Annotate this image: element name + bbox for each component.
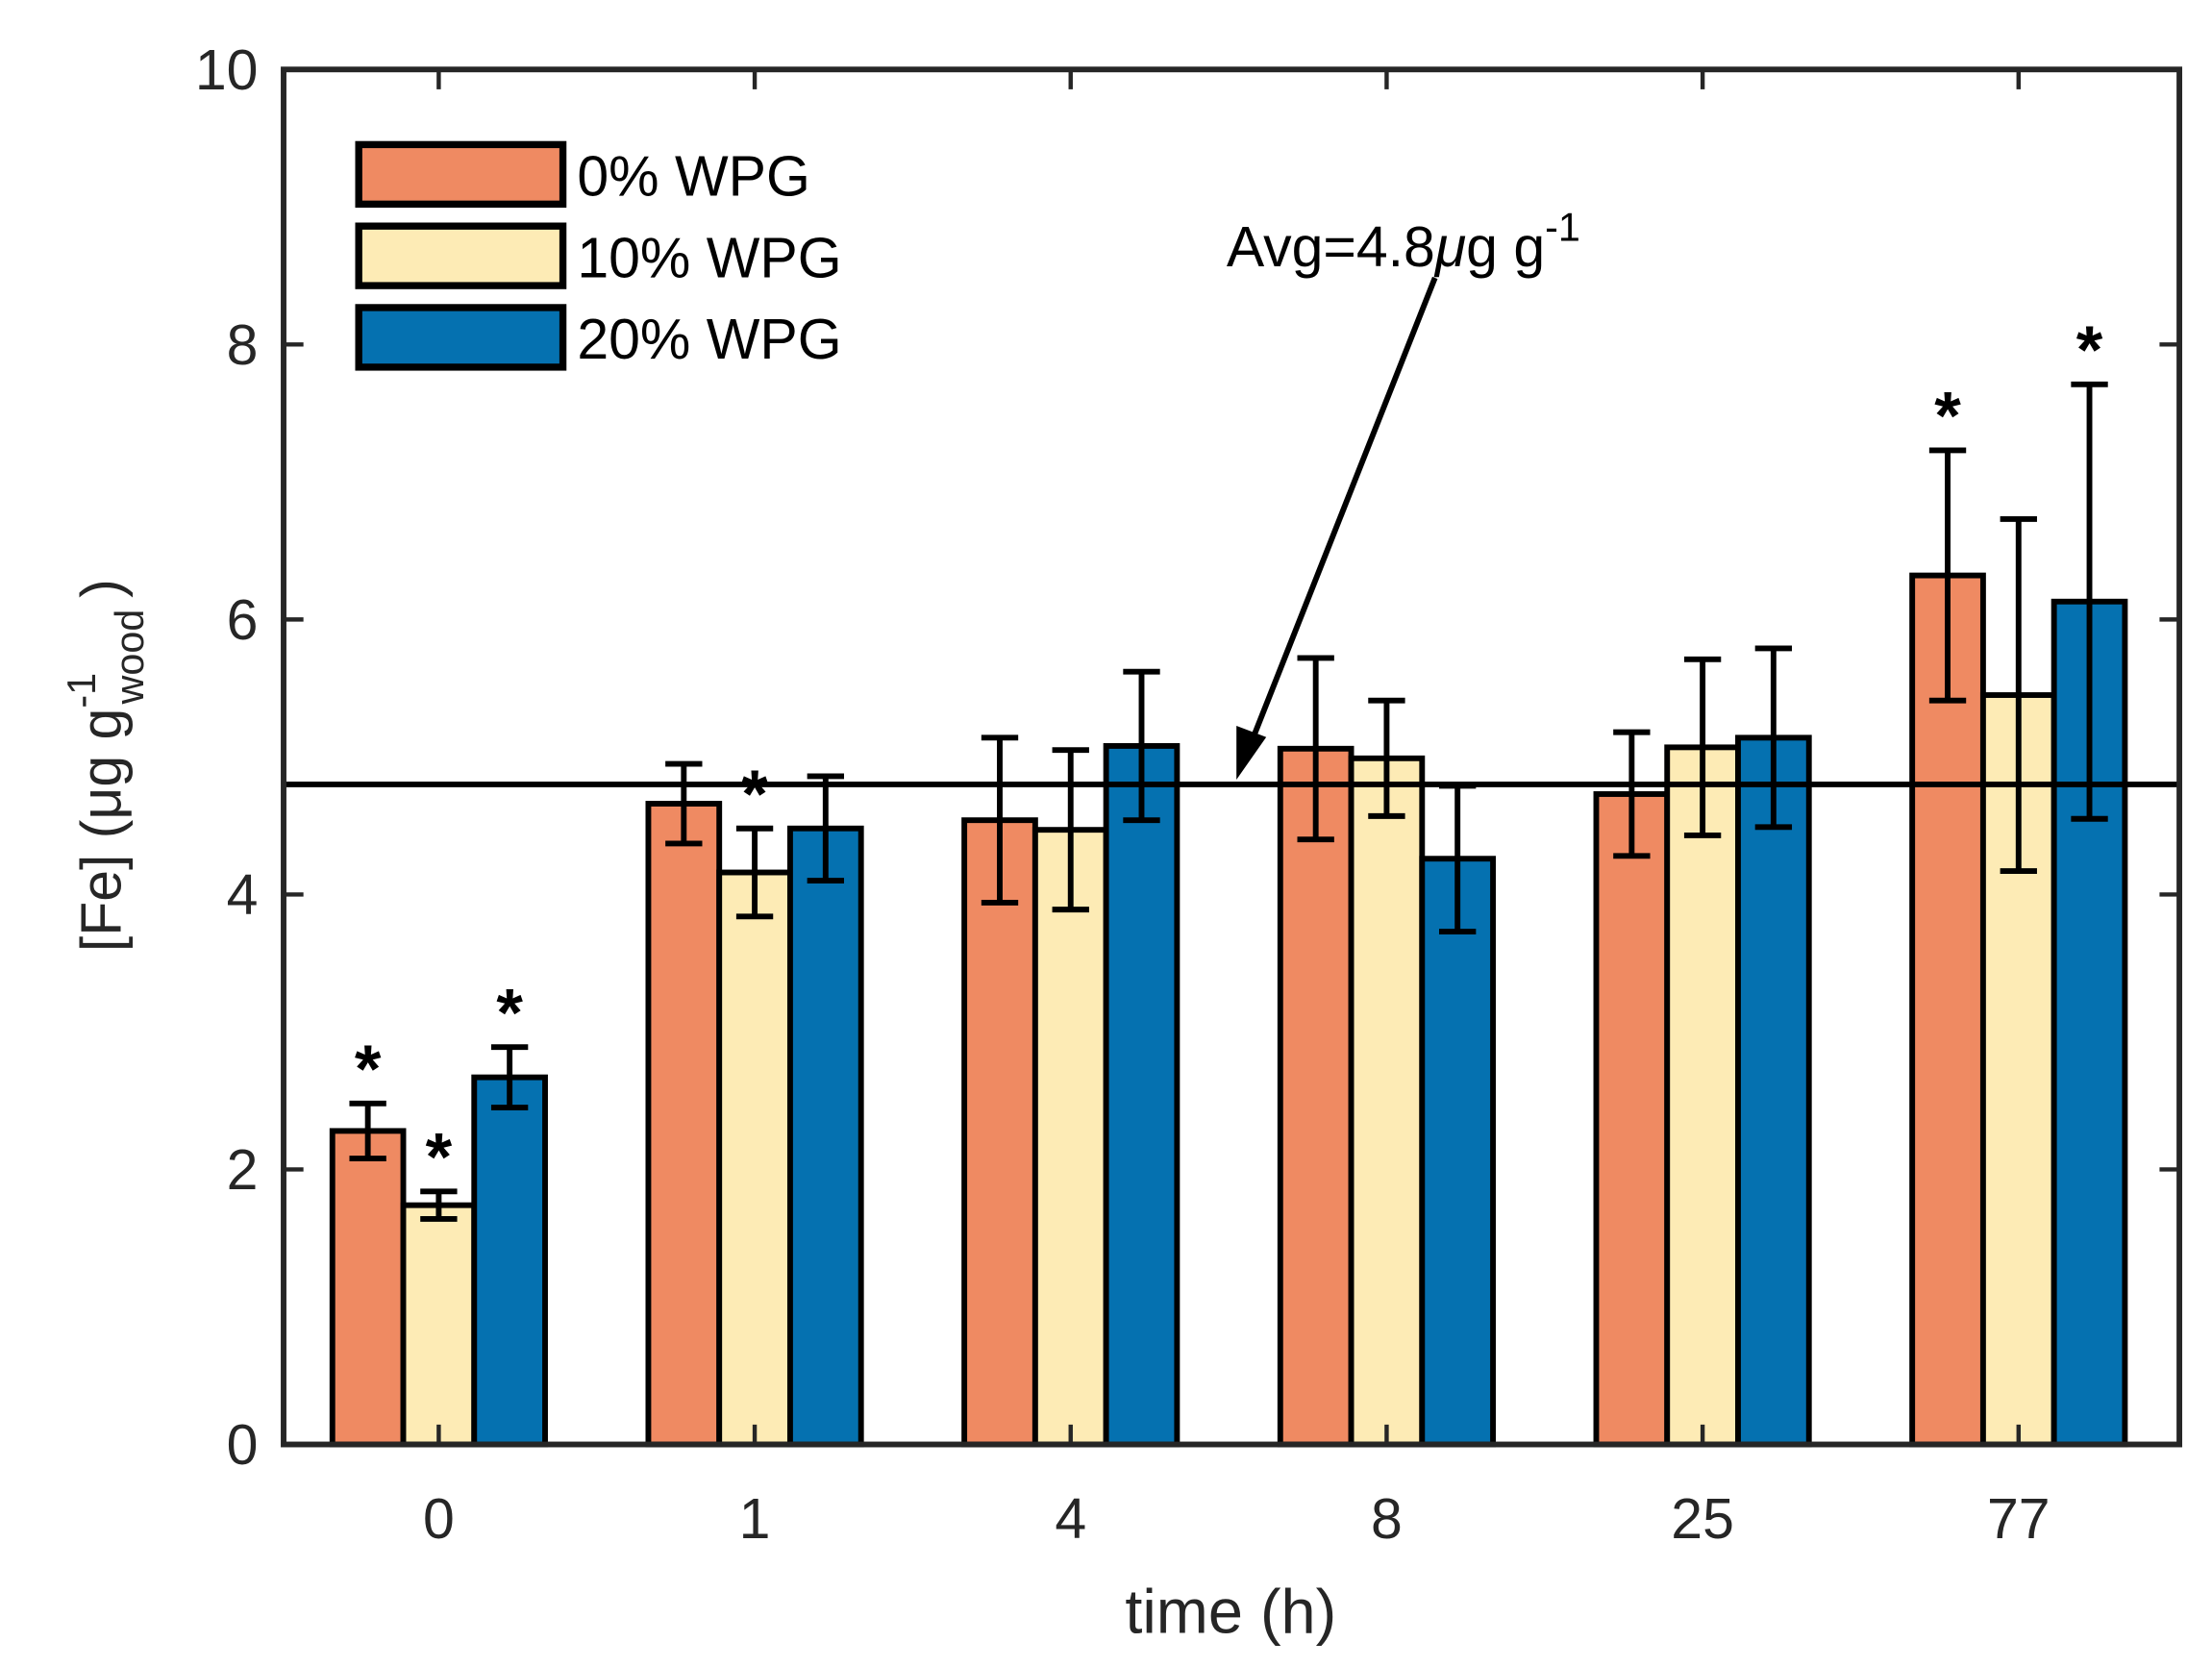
legend-label: 10% WPG xyxy=(577,227,841,289)
error-bar xyxy=(1052,747,1089,913)
significance-star: * xyxy=(355,1031,382,1107)
x-tick-label: 8 xyxy=(1371,1488,1403,1551)
bar xyxy=(645,801,723,1448)
significance-star: * xyxy=(2076,311,2103,387)
bar xyxy=(329,1128,407,1448)
x-tick-label: 0 xyxy=(423,1488,455,1551)
ticks-layer: 0 1 4 8 25 77 0 2 4 6 8 10 xyxy=(195,39,2180,1551)
bars-layer: * * * * * * xyxy=(329,311,2128,1448)
bar xyxy=(1735,734,1812,1448)
bar xyxy=(400,1202,478,1448)
error-bar xyxy=(2000,515,2037,875)
y-tick-label: 0 xyxy=(227,1414,259,1477)
y-tick-label: 4 xyxy=(227,864,259,927)
legend: 0% WPG 10% WPG 20% WPG xyxy=(355,140,842,371)
bar xyxy=(471,1074,548,1448)
bar xyxy=(1031,827,1109,1448)
x-tick-label: 25 xyxy=(1671,1488,1734,1551)
legend-swatch xyxy=(355,140,567,209)
error-bar xyxy=(1297,655,1334,843)
y-tick-label: 10 xyxy=(195,39,259,102)
error-bar xyxy=(1613,729,1651,859)
y-tick-label: 2 xyxy=(227,1139,259,1202)
error-bar xyxy=(420,1188,458,1222)
significance-star: * xyxy=(741,756,768,832)
bar xyxy=(1664,744,1741,1448)
error-bar xyxy=(490,1044,529,1111)
average-annotation: Avg=4.8μg g-1 xyxy=(1227,206,1580,280)
legend-label: 20% WPG xyxy=(577,309,841,371)
bar xyxy=(1593,791,1671,1448)
error-bar xyxy=(1683,656,1722,838)
error-bar xyxy=(735,825,774,920)
error-bar xyxy=(665,760,703,847)
bar xyxy=(1909,572,1986,1448)
error-bar xyxy=(1754,645,1793,831)
bar xyxy=(1277,745,1355,1448)
error-bar xyxy=(807,773,844,884)
bar xyxy=(961,817,1038,1448)
x-tick-label: 77 xyxy=(1987,1488,2050,1551)
significance-star: * xyxy=(496,974,523,1050)
x-tick-label: 4 xyxy=(1055,1488,1086,1551)
error-bar xyxy=(1928,447,1967,704)
bar xyxy=(1419,856,1497,1448)
error-bar xyxy=(1123,668,1160,824)
bar xyxy=(786,825,864,1448)
error-bar xyxy=(349,1100,386,1161)
legend-label: 0% WPG xyxy=(577,145,810,208)
significance-star: * xyxy=(1934,378,1961,454)
error-bar xyxy=(2071,381,2108,822)
bar xyxy=(1103,742,1181,1448)
error-bar xyxy=(981,734,1019,906)
legend-swatch xyxy=(355,222,567,289)
plot-frame xyxy=(281,66,2183,1448)
legend-swatch xyxy=(355,304,567,371)
bar xyxy=(716,869,793,1448)
y-axis-label: [Fe] (μg g-1 wood) xyxy=(60,579,152,952)
error-bar xyxy=(1368,697,1405,819)
x-axis-label: time (h) xyxy=(1125,1577,1336,1647)
bar xyxy=(1348,755,1426,1448)
x-tick-label: 1 xyxy=(739,1488,771,1551)
significance-star: * xyxy=(426,1119,453,1195)
y-tick-label: 8 xyxy=(227,314,259,377)
annotation-arrow xyxy=(1236,276,1438,780)
y-tick-label: 6 xyxy=(227,589,259,652)
